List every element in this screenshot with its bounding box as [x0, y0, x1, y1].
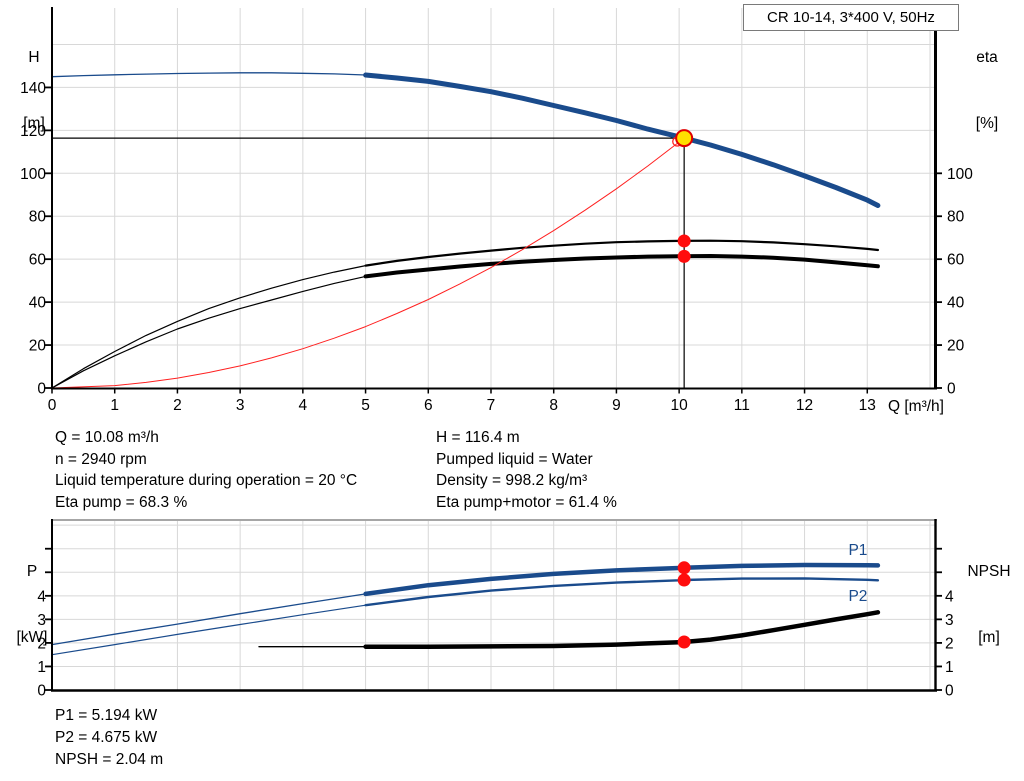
right-tick-label: 0 [947, 381, 956, 398]
left-tick-label: 0 [37, 683, 46, 700]
x-tick-label: 9 [612, 397, 621, 414]
left-tick-label: 3 [37, 612, 46, 629]
left-tick-label: 120 [20, 123, 46, 140]
info-npsh: NPSH = 2.04 m [55, 751, 164, 768]
eta-axis-label: eta [976, 49, 998, 66]
right-tick-label: 100 [947, 166, 973, 183]
right-tick-label: 4 [945, 588, 954, 605]
system-curve-curve [51, 137, 685, 389]
npsh-curve [363, 610, 881, 649]
eta-axis-title: eta [%] [963, 3, 1011, 179]
left-tick-label: 4 [37, 588, 46, 605]
q-axis-label: Q [m³/h] [888, 398, 944, 415]
left-tick-label: 2 [37, 635, 46, 652]
series-label-p1: P1 [848, 542, 867, 559]
eta-pump-motor-duty-dot [677, 249, 691, 263]
left-tick-label: 140 [20, 80, 46, 97]
x-tick-label: 5 [361, 397, 370, 414]
h-axis-unit: [m] [23, 115, 45, 132]
x-tick-label: 13 [859, 397, 876, 414]
eta-pump-curve [51, 265, 367, 389]
right-tick-label: 0 [945, 683, 954, 700]
npsh-duty-dot [677, 635, 691, 649]
duty-info-left: Q = 10.08 m³/h n = 2940 rpm Liquid tempe… [55, 427, 357, 513]
right-tick-label: 2 [945, 635, 954, 652]
series-label-p2: P2 [848, 588, 867, 605]
eta-axis-unit: [%] [975, 115, 999, 132]
head-curve [51, 72, 367, 78]
info-speed: n = 2940 rpm [55, 450, 147, 468]
left-tick-label: 0 [37, 381, 46, 398]
right-tick-label: 3 [945, 612, 954, 629]
left-tick-label: 60 [29, 252, 47, 269]
npsh-axis-label: NPSH [967, 563, 1011, 580]
left-tick-label: 40 [29, 295, 47, 312]
info-q: Q = 10.08 m³/h [55, 429, 159, 446]
right-tick-label: 1 [945, 659, 954, 676]
x-tick-label: 7 [487, 397, 496, 414]
info-eta-pump: Eta pump = 68.3 % [55, 493, 188, 511]
head-curve [363, 72, 881, 208]
duty-point-marker [675, 129, 694, 148]
info-pumped-liquid: Pumped liquid = Water [436, 450, 593, 468]
x-tick-label: 11 [734, 397, 750, 414]
right-tick-label: 80 [947, 209, 965, 226]
h-axis-title: H [m] [13, 3, 55, 179]
p1-duty-dot [677, 561, 691, 575]
h-axis-label: H [28, 49, 40, 66]
p-axis-unit: [kW] [16, 629, 48, 646]
eta-pump-motor-curve [51, 275, 367, 389]
x-tick-label: 4 [299, 397, 308, 414]
eta-pump-curve [364, 239, 879, 267]
x-tick-label: 12 [796, 397, 813, 414]
x-tick-label: 8 [549, 397, 558, 414]
duty-info-bottom: P1 = 5.194 kW P2 = 4.675 kW NPSH = 2.04 … [55, 705, 163, 771]
x-tick-label: 6 [424, 397, 433, 414]
left-tick-label: 100 [20, 166, 46, 183]
p-axis-title: P [kW] [8, 517, 56, 693]
info-density: Density = 998.2 kg/m³ [436, 472, 588, 489]
x-tick-label: 0 [48, 397, 57, 414]
info-liquid-temperature: Liquid temperature during operation = 20… [55, 472, 358, 489]
eta-pump-motor-curve [363, 254, 880, 279]
x-tick-label: 10 [671, 397, 689, 414]
p1-curve [51, 593, 367, 646]
x-tick-label: 1 [110, 397, 119, 414]
info-p2: P2 = 4.675 kW [55, 729, 158, 746]
p-axis-label: P [26, 563, 38, 580]
npsh-axis-unit: [m] [978, 629, 1000, 646]
x-tick-label: 3 [236, 397, 245, 414]
right-tick-label: 40 [947, 295, 965, 312]
p2-curve [51, 604, 367, 656]
duty-info-right: H = 116.4 m Pumped liquid = Water Densit… [436, 427, 617, 513]
left-tick-label: 80 [29, 209, 47, 226]
info-eta-pump-motor: Eta pump+motor = 61.4 % [436, 493, 617, 511]
right-tick-label: 20 [947, 338, 965, 355]
info-p1: P1 = 5.194 kW [55, 707, 158, 724]
eta-pump-duty-dot [677, 234, 691, 248]
npsh-axis-title: NPSH [m] [958, 517, 1020, 693]
right-tick-label: 60 [947, 252, 965, 269]
pump-title-box: CR 10-14, 3*400 V, 50Hz [743, 4, 959, 31]
left-tick-label: 1 [37, 659, 46, 676]
info-head: H = 116.4 m [436, 429, 520, 446]
x-tick-label: 2 [173, 397, 182, 414]
left-tick-label: 20 [29, 338, 47, 355]
p2-duty-dot [677, 573, 691, 587]
